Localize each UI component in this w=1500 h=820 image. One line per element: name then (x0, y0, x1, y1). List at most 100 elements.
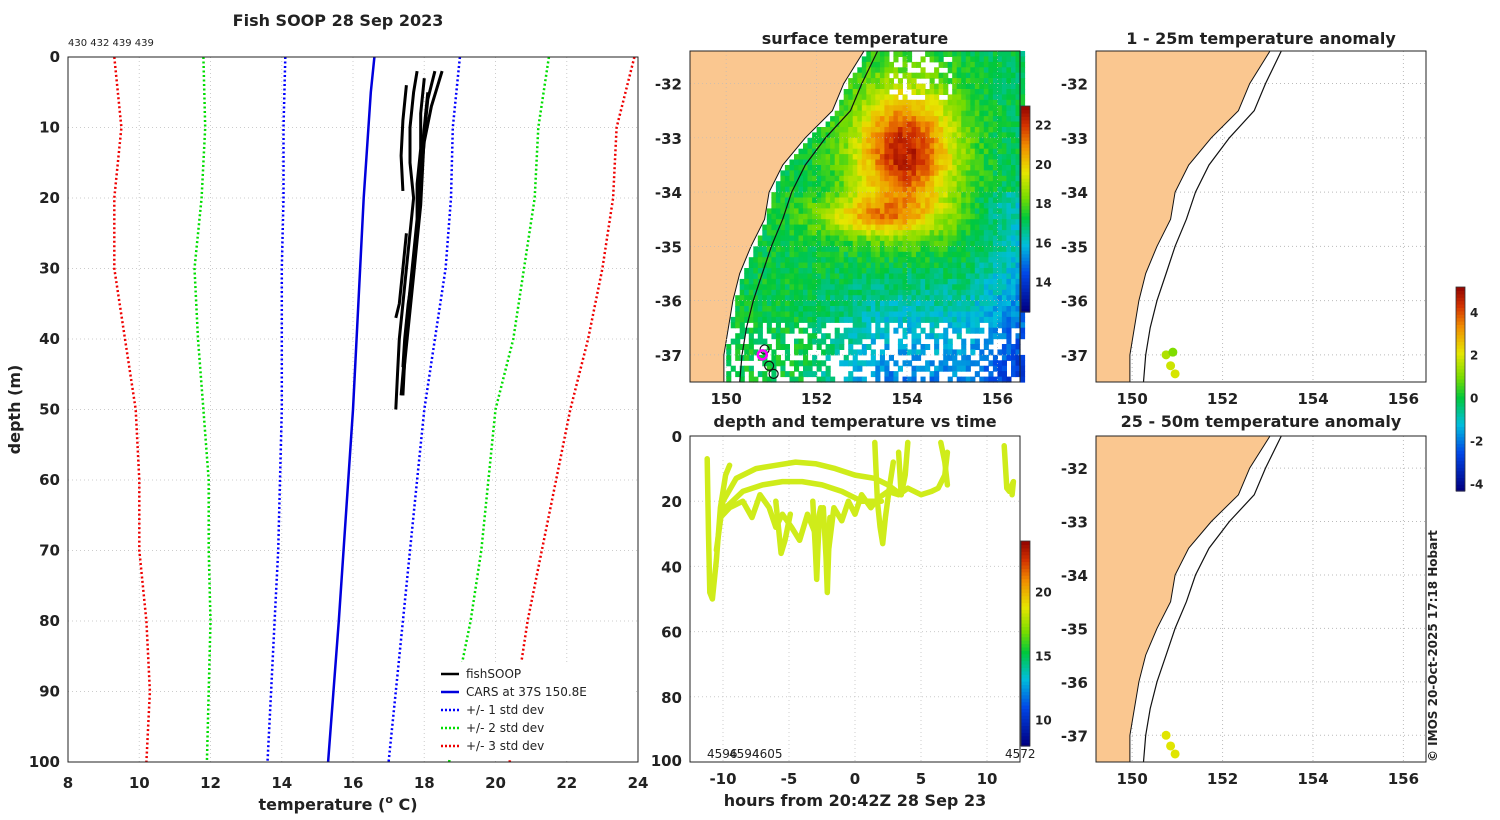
map-frame (689, 50, 1021, 383)
colorbar-segment (1021, 677, 1030, 682)
sst-pixel (897, 257, 903, 264)
colorbar-segment (1456, 372, 1465, 376)
x-tick-label: 12 (200, 774, 221, 792)
sst-pixel (812, 306, 818, 312)
sst-pixel (929, 268, 935, 274)
sst-pixel (848, 170, 854, 177)
sst-pixel (812, 159, 818, 166)
sst-pixel (875, 192, 881, 199)
sst-pixel (1006, 213, 1012, 220)
y-tick-label: -32 (1061, 76, 1088, 94)
sst-pixel (753, 322, 759, 329)
sst-pixel (866, 322, 872, 329)
sst-pixel (861, 213, 867, 220)
sst-pixel (902, 316, 908, 323)
sst-pixel (902, 67, 908, 74)
colorbar-frame (1020, 105, 1031, 313)
anomaly-colorbar: 420-2-4 (1455, 286, 1483, 492)
y-tick-label: -33 (1061, 130, 1088, 148)
sst-pixel (807, 154, 813, 161)
sst-pixel (911, 278, 917, 285)
sst-pixel (839, 208, 845, 215)
sst-pixel (852, 121, 858, 128)
sst-pixel (956, 360, 962, 367)
sst-pixel (839, 197, 845, 204)
sst-pixel (934, 94, 940, 101)
sst-pixel (988, 143, 994, 150)
legend-label: +/- 1 std dev (466, 703, 544, 717)
sst-pixel (988, 322, 994, 329)
sst-pixel (925, 246, 931, 253)
sst-pixel (834, 300, 840, 307)
sst-pixel (753, 349, 759, 356)
sst-pixel (807, 165, 813, 171)
sst-pixel (925, 295, 931, 302)
sst-pixel (965, 365, 971, 372)
sst-pixel (775, 354, 781, 361)
sst-pixel (1015, 246, 1021, 253)
sst-pixel (893, 316, 899, 323)
sst-pixel (866, 181, 872, 188)
sst-pixel (816, 344, 822, 350)
sst-pixel (911, 175, 917, 182)
sst-pixel (997, 268, 1003, 274)
sst-pixel (974, 72, 980, 79)
sst-pixel (920, 116, 926, 123)
colorbar-segment (1456, 297, 1465, 302)
sst-pixel (938, 127, 944, 133)
colorbar-segment (1021, 174, 1030, 179)
sst-pixel (879, 257, 885, 264)
sst-pixel (952, 278, 958, 285)
sst-pixel (897, 89, 903, 95)
sst-pixel (816, 186, 822, 193)
anomaly-point (1161, 730, 1171, 740)
sst-pixel (911, 121, 917, 128)
sst-pixel (943, 208, 949, 215)
sst-pixel (1011, 306, 1017, 312)
sst-pixel (970, 344, 976, 350)
sst-pixel (888, 165, 894, 171)
sst-pixel (875, 224, 881, 231)
sst-pixel (803, 219, 809, 226)
colorbar-segment (1021, 164, 1030, 169)
sst-pixel (852, 99, 858, 106)
sst-pixel (780, 306, 786, 312)
sst-pixel (916, 322, 922, 329)
sst-pixel (911, 327, 917, 334)
sst-pixel (1015, 127, 1021, 133)
sst-pixel (979, 105, 985, 112)
sst-pixel (992, 333, 998, 340)
colorbar-segment (1456, 463, 1465, 468)
sst-pixel (861, 262, 867, 269)
sst-pixel (893, 371, 899, 378)
sst-pixel (956, 327, 962, 334)
sst-pixel (739, 333, 745, 340)
sst-pixel (970, 154, 976, 161)
sst-pixel (947, 202, 953, 209)
sst-pixel (997, 116, 1003, 123)
sst-pixel (907, 235, 913, 242)
sst-pixel (974, 316, 980, 323)
sst-pixel (997, 154, 1003, 161)
sst-pixel (983, 148, 989, 155)
sst-pixel (1001, 327, 1007, 334)
sst-pixel (798, 327, 804, 334)
sst-pixel (916, 197, 922, 204)
sst-pixel (988, 197, 994, 204)
sst-pixel (956, 333, 962, 340)
sst-pixel (1001, 365, 1007, 372)
sst-pixel (947, 251, 953, 258)
sst-pixel (866, 333, 872, 340)
sst-pixel (875, 322, 881, 329)
colorbar-tick-label: 22 (1035, 119, 1052, 133)
sst-pixel (848, 251, 854, 258)
sst-pixel (825, 300, 831, 307)
sst-pixel (902, 61, 908, 68)
sst-pixel (807, 137, 813, 144)
sst-pixel (893, 165, 899, 171)
sst-pixel (861, 300, 867, 307)
colorbar-segment (1021, 202, 1030, 207)
sst-pixel (1006, 61, 1012, 68)
sst-pixel (852, 306, 858, 312)
sst-pixel (780, 230, 786, 237)
